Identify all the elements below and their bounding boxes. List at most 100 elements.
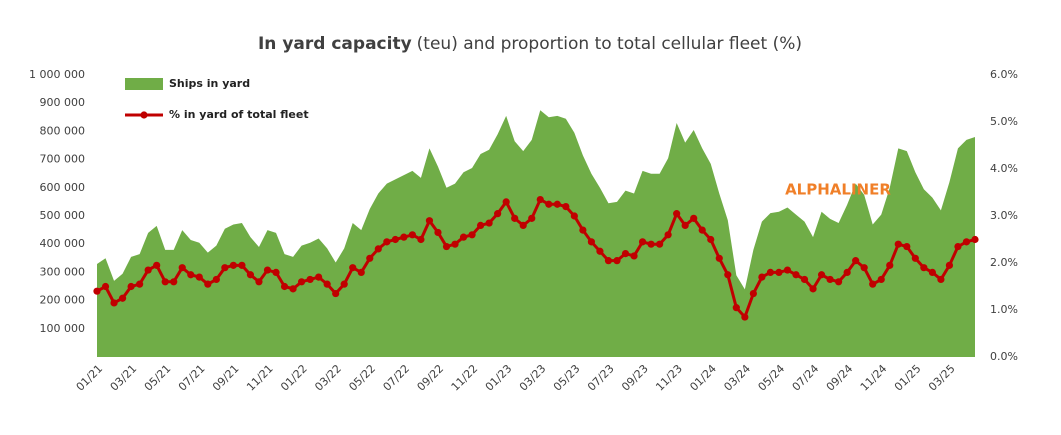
marker <box>161 278 169 286</box>
marker <box>945 261 954 269</box>
marker <box>852 257 860 265</box>
marker <box>715 254 723 262</box>
y-tick-label: 300 000 <box>40 265 86 278</box>
marker <box>656 240 664 248</box>
marker <box>698 226 706 234</box>
y-tick-label: 500 000 <box>40 209 86 222</box>
x-tick-label: 01/23 <box>483 362 515 394</box>
x-tick-label: 07/21 <box>176 362 208 394</box>
marker <box>732 304 740 312</box>
marker <box>391 235 399 244</box>
marker <box>101 282 110 291</box>
marker <box>511 214 519 222</box>
y2-tick-label: 4.0% <box>990 162 1018 175</box>
marker <box>127 282 135 291</box>
marker <box>911 254 919 262</box>
marker <box>246 271 255 279</box>
marker <box>962 238 971 246</box>
marker <box>937 275 945 284</box>
y2-tick-label: 6.0% <box>990 68 1018 81</box>
x-tick-label: 09/23 <box>619 362 651 394</box>
marker <box>562 203 570 211</box>
marker <box>306 275 314 284</box>
y-tick-label: 900 000 <box>40 96 86 109</box>
y-tick-label: 700 000 <box>40 153 86 166</box>
marker <box>195 273 203 281</box>
marker <box>468 231 476 239</box>
x-tick-label: 03/24 <box>721 362 753 394</box>
x-tick-label: 03/23 <box>517 362 549 394</box>
marker <box>425 217 434 225</box>
marker <box>528 214 536 222</box>
legend-label: % in yard of total fleet <box>169 108 309 121</box>
title-bold: In yard capacity <box>258 34 412 54</box>
marker <box>860 264 868 272</box>
marker <box>809 285 817 293</box>
marker <box>229 261 237 269</box>
legend-marker <box>140 111 148 119</box>
marker <box>920 264 928 272</box>
marker <box>110 299 118 307</box>
plot: 100 000 200 000 300 000 400 000 500 000 600 0… <box>29 68 1018 394</box>
y-tick-label: 200 000 <box>40 294 86 307</box>
y2-tick-label: 1.0% <box>990 303 1018 316</box>
marker <box>212 275 220 284</box>
x-tick-label: 03/21 <box>108 362 140 394</box>
marker <box>800 275 809 284</box>
marker <box>766 268 775 276</box>
marker <box>519 221 527 229</box>
marker <box>383 238 391 246</box>
marker <box>349 264 357 272</box>
marker <box>545 200 553 208</box>
marker <box>749 289 757 298</box>
marker <box>894 240 902 248</box>
marker <box>954 242 962 251</box>
marker <box>621 250 630 258</box>
marker <box>238 261 246 269</box>
x-tick-label: 11/21 <box>244 362 276 394</box>
y2-tick-label: 3.0% <box>990 209 1018 222</box>
y-tick-label: 600 000 <box>40 181 86 194</box>
marker <box>442 242 451 251</box>
y2-tick-label: 0.0% <box>990 350 1018 363</box>
x-tick-label: 05/24 <box>756 362 788 394</box>
x-tick-label: 01/25 <box>892 362 924 394</box>
marker <box>170 278 178 286</box>
marker <box>485 219 493 227</box>
marker <box>263 266 272 274</box>
marker <box>221 264 229 272</box>
marker <box>877 275 885 284</box>
marker <box>638 238 647 246</box>
marker <box>204 280 212 288</box>
x-tick-label: 07/23 <box>585 362 617 394</box>
marker <box>476 221 485 229</box>
y-tick-label: 100 000 <box>40 322 86 335</box>
x-tick-label: 05/21 <box>142 362 174 394</box>
marker <box>408 231 416 239</box>
marker <box>707 235 715 244</box>
x-tick-label: 11/24 <box>858 362 890 394</box>
legend-label: Ships in yard <box>169 77 250 90</box>
marker <box>843 268 851 276</box>
marker <box>570 212 578 220</box>
marker <box>869 280 877 288</box>
marker <box>118 294 127 302</box>
marker <box>136 280 144 288</box>
marker <box>681 221 689 229</box>
x-tick-label: 07/22 <box>381 362 413 394</box>
marker <box>144 266 152 274</box>
marker <box>272 268 280 276</box>
marker <box>451 240 459 248</box>
marker <box>357 268 365 276</box>
marker <box>783 266 792 274</box>
marker <box>579 226 587 234</box>
marker <box>758 273 766 281</box>
marker <box>323 280 331 288</box>
x-tick-label: 07/24 <box>790 362 822 394</box>
marker <box>178 264 186 272</box>
marker <box>255 278 263 286</box>
x-tick-label: 09/22 <box>415 362 447 394</box>
marker <box>664 231 672 239</box>
x-tick-label: 05/22 <box>346 362 378 394</box>
